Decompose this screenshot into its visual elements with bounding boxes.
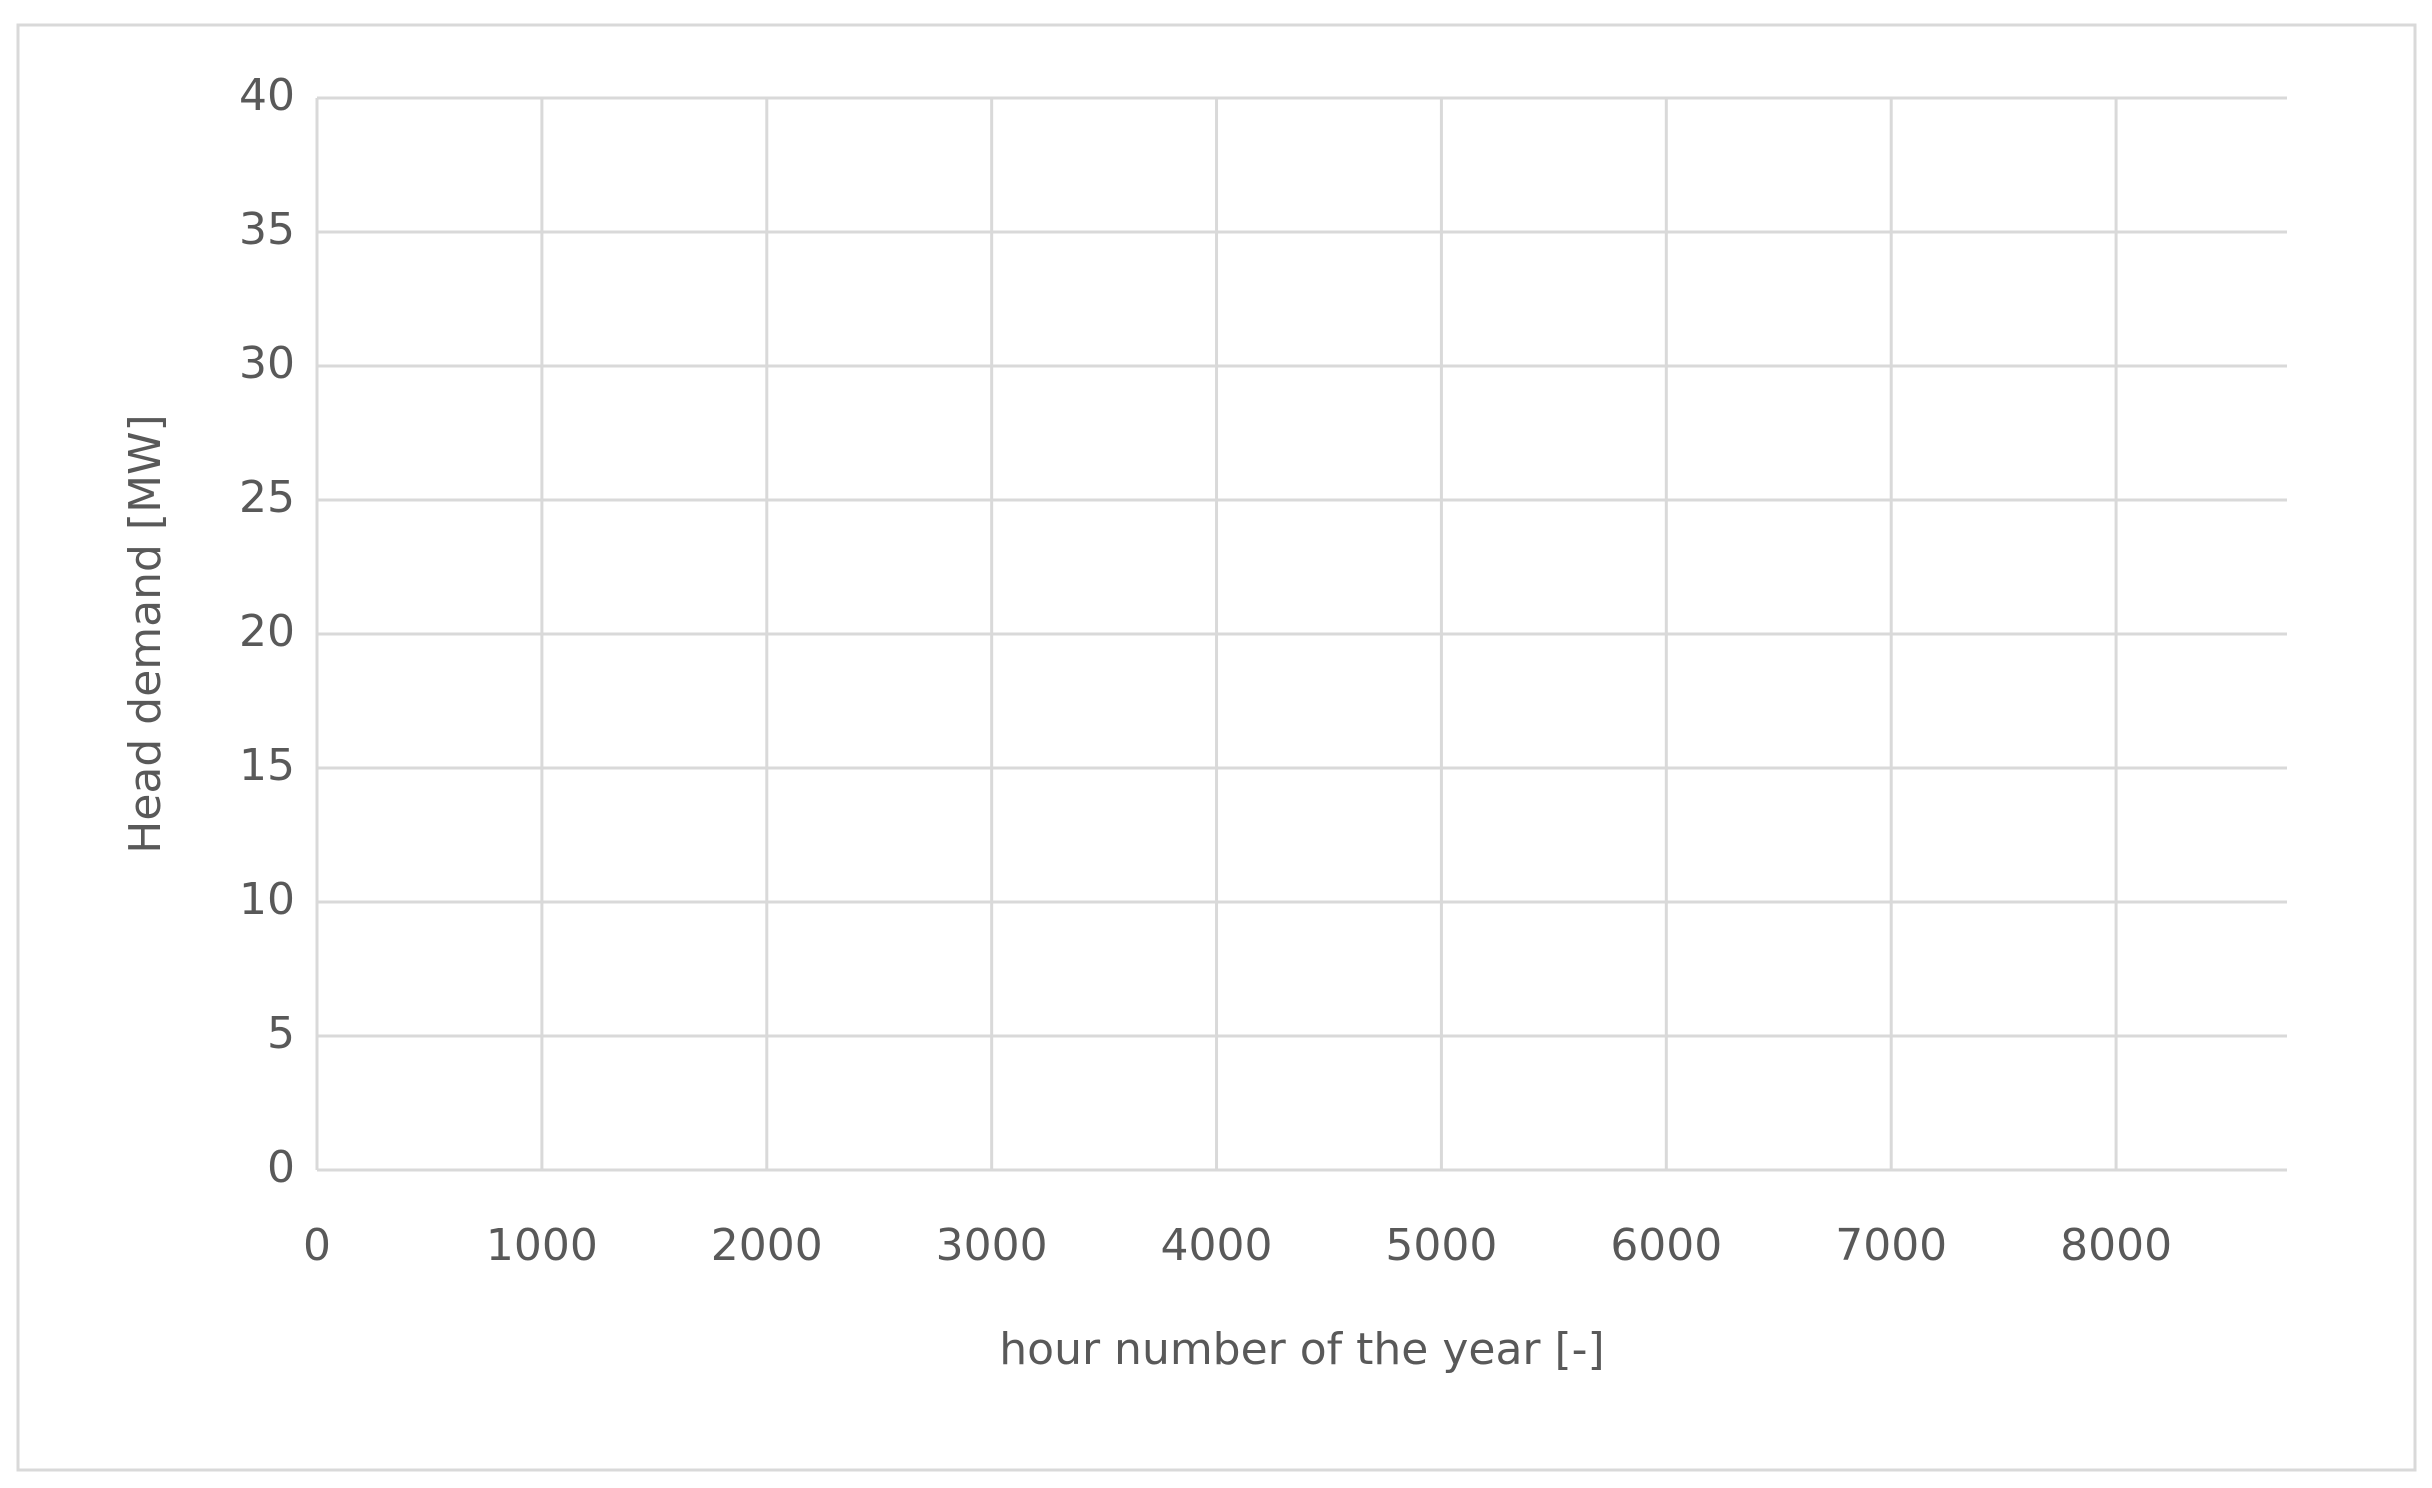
y-tick-label: 20 [239, 606, 295, 657]
y-axis-label: Head demand [MW] [120, 414, 171, 853]
y-tick-label: 40 [239, 70, 295, 121]
y-tick-label: 0 [267, 1142, 295, 1193]
y-tick-label: 35 [239, 204, 295, 255]
y-tick-label: 5 [267, 1008, 295, 1059]
x-tick-label: 2000 [711, 1220, 823, 1271]
y-tick-label: 15 [239, 740, 295, 791]
x-tick-label: 4000 [1161, 1220, 1273, 1271]
x-tick-label: 8000 [2060, 1220, 2172, 1271]
y-tick-label: 10 [239, 874, 295, 925]
x-tick-label: 0 [303, 1220, 331, 1271]
y-tick-label: 25 [239, 472, 295, 523]
x-tick-label: 6000 [1610, 1220, 1722, 1271]
x-tick-label: 3000 [936, 1220, 1048, 1271]
x-tick-label: 5000 [1385, 1220, 1497, 1271]
x-tick-label: 1000 [486, 1220, 598, 1271]
x-axis-label: hour number of the year [-] [999, 1324, 1604, 1375]
x-tick-label: 7000 [1835, 1220, 1947, 1271]
y-tick-label: 30 [239, 338, 295, 389]
